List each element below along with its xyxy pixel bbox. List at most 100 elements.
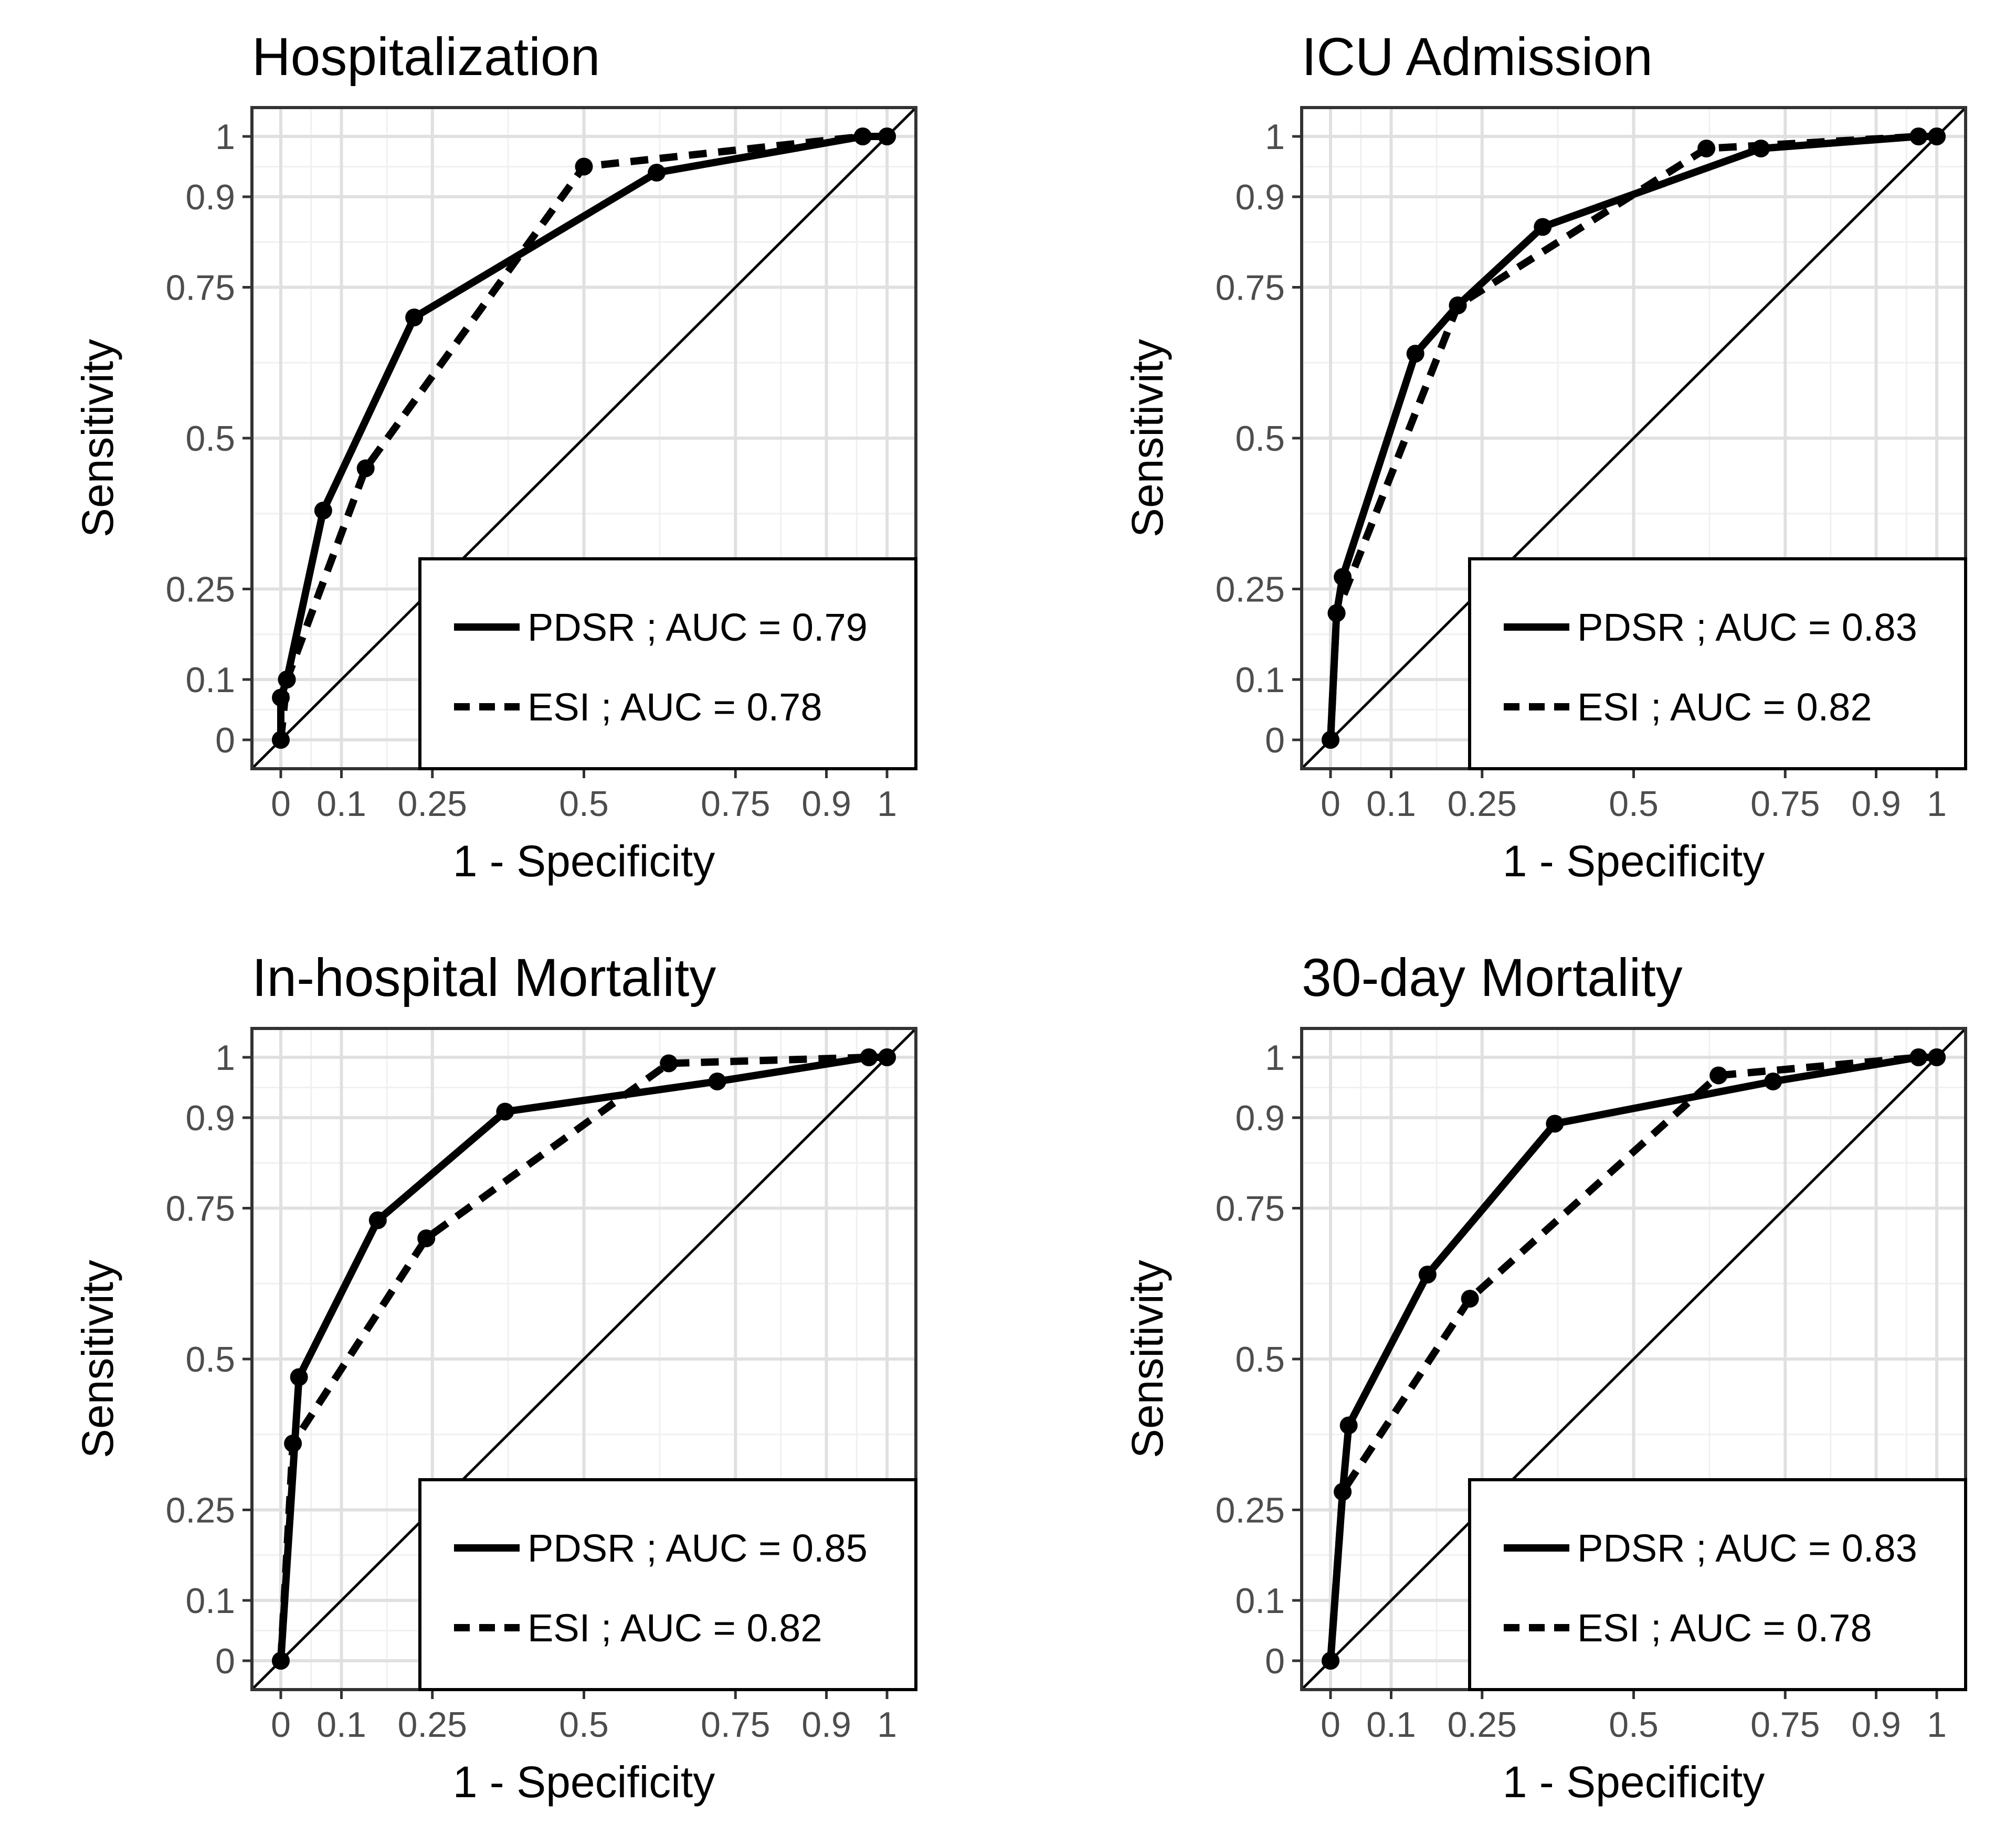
- data-point-pdsr: [278, 671, 296, 688]
- data-point-pdsr: [1546, 1115, 1564, 1133]
- legend-label-pdsr: PDSR ; AUC = 0.83: [1577, 1526, 1917, 1570]
- y-tick-label: 0.25: [166, 570, 235, 610]
- legend-box: [418, 557, 917, 770]
- data-point-pdsr: [860, 1048, 878, 1066]
- data-point-pdsr: [1418, 1266, 1437, 1283]
- y-tick-label: 0: [215, 1641, 235, 1681]
- data-point-esi: [575, 157, 593, 176]
- x-tick-label: 0: [1321, 1705, 1341, 1745]
- chart-title: 30-day Mortality: [1302, 948, 1683, 1007]
- y-tick-label: 0.5: [1235, 419, 1285, 459]
- x-tick-label: 0.5: [559, 784, 609, 824]
- legend-label-pdsr: PDSR ; AUC = 0.85: [527, 1526, 868, 1570]
- x-tick-label: 0: [271, 784, 291, 824]
- y-tick-label: 0.9: [1235, 177, 1285, 217]
- data-point-pdsr: [878, 128, 896, 145]
- y-tick-label: 1: [215, 117, 235, 157]
- data-point-pdsr: [1322, 1652, 1339, 1670]
- x-tick-label: 0.25: [1448, 784, 1517, 824]
- y-tick-label: 0.5: [185, 419, 235, 459]
- x-tick-label: 0.1: [316, 1705, 366, 1745]
- data-point-pdsr: [1909, 128, 1928, 145]
- data-point-esi: [1709, 1066, 1728, 1085]
- y-tick-label: 1: [1265, 1038, 1285, 1078]
- legend-label-pdsr: PDSR ; AUC = 0.79: [527, 606, 868, 649]
- series-line-esi: [1327, 1054, 1937, 1661]
- data-point-pdsr: [272, 731, 290, 749]
- y-tick-label: 0.75: [1216, 1189, 1285, 1229]
- data-point-pdsr: [405, 309, 424, 326]
- chart-title: ICU Admission: [1302, 27, 1653, 87]
- roc-panel: 0 0.1 0.25 0.5 0.75 0.9 1 0 0.1 0.25 0.5 0.75 0.9 1 Ho…: [73, 27, 917, 886]
- y-tick-label: 0.25: [1216, 1491, 1285, 1531]
- data-point-pdsr: [1752, 140, 1770, 157]
- data-point-pdsr: [1406, 345, 1424, 363]
- chance-diagonal-line: [1302, 108, 1966, 769]
- data-point-pdsr: [290, 1368, 308, 1386]
- chance-diagonal-line: [252, 108, 916, 769]
- legend-label-esi: ESI ; AUC = 0.78: [527, 685, 822, 729]
- legend-box: [418, 1478, 917, 1691]
- y-tick-label: 0.5: [1235, 1340, 1285, 1379]
- roc-panel: 0 0.1 0.25 0.5 0.75 0.9 1 0 0.1 0.25 0.5 0.75 0.9 1 In…: [73, 948, 917, 1807]
- x-tick-label: 0.25: [398, 784, 467, 824]
- data-point-pdsr: [314, 502, 332, 519]
- data-point-pdsr: [272, 1652, 290, 1670]
- chart-title: In-hospital Mortality: [252, 948, 716, 1007]
- y-tick-label: 0.1: [185, 1581, 235, 1621]
- data-point-pdsr: [1449, 296, 1467, 314]
- x-tick-label: 1: [877, 784, 897, 824]
- x-tick-label: 0.5: [1609, 1705, 1659, 1745]
- legend-label-pdsr: PDSR ; AUC = 0.83: [1577, 606, 1917, 649]
- y-tick-label: 1: [1265, 117, 1285, 157]
- x-tick-label: 0.25: [1448, 1705, 1517, 1745]
- y-tick-label: 0.25: [166, 1491, 235, 1531]
- y-tick-label: 1: [215, 1038, 235, 1078]
- x-tick-label: 0.9: [801, 1705, 851, 1745]
- legend-label-esi: ESI ; AUC = 0.82: [527, 1606, 822, 1650]
- data-point-esi: [417, 1229, 436, 1247]
- data-point-pdsr: [1322, 731, 1339, 749]
- data-point-esi: [356, 459, 375, 477]
- legend-box: [1468, 557, 1967, 770]
- x-tick-label: 0: [271, 1705, 291, 1745]
- chance-diagonal-line: [252, 1028, 916, 1690]
- x-tick-label: 0.5: [559, 1705, 609, 1745]
- data-point-pdsr: [648, 164, 666, 182]
- y-tick-label: 0.25: [1216, 570, 1285, 610]
- y-tick-label: 0.9: [185, 1098, 235, 1138]
- legend: PDSR ; AUC = 0.83 ESI ; AUC = 0.82: [1468, 557, 1967, 770]
- data-point-pdsr: [853, 128, 872, 145]
- x-tick-label: 0.75: [701, 1705, 770, 1745]
- data-point-esi: [660, 1054, 678, 1073]
- data-point-pdsr: [1764, 1073, 1782, 1090]
- x-tick-label: 0.75: [701, 784, 770, 824]
- x-tick-label: 0.1: [1366, 784, 1416, 824]
- data-point-pdsr: [496, 1102, 514, 1121]
- y-axis-title: Sensitivity: [73, 339, 122, 537]
- x-tick-label: 0.9: [1851, 784, 1901, 824]
- legend-label-esi: ESI ; AUC = 0.78: [1577, 1606, 1872, 1650]
- y-tick-label: 0: [1265, 1641, 1285, 1681]
- x-tick-label: 0: [1321, 784, 1341, 824]
- data-point-esi: [284, 1435, 302, 1452]
- legend: PDSR ; AUC = 0.85 ESI ; AUC = 0.82: [418, 1478, 917, 1691]
- legend-label-esi: ESI ; AUC = 0.82: [1577, 685, 1872, 729]
- data-point-pdsr: [878, 1048, 896, 1066]
- legend: PDSR ; AUC = 0.79 ESI ; AUC = 0.78: [418, 557, 917, 770]
- y-tick-label: 0.9: [185, 177, 235, 217]
- data-point-esi: [1697, 140, 1716, 157]
- x-tick-label: 1: [1927, 1705, 1947, 1745]
- x-tick-label: 1: [877, 1705, 897, 1745]
- data-point-pdsr: [1339, 1416, 1358, 1435]
- y-axis-title: Sensitivity: [73, 1260, 122, 1458]
- data-point-pdsr: [272, 688, 290, 707]
- data-point-pdsr: [1334, 1483, 1352, 1501]
- data-point-esi: [1461, 1290, 1479, 1308]
- data-point-pdsr: [1327, 604, 1346, 622]
- series-line-pdsr: [1327, 1054, 1937, 1661]
- x-tick-label: 0.75: [1750, 1705, 1820, 1745]
- x-tick-label: 0.1: [1366, 1705, 1416, 1745]
- y-tick-label: 0.75: [1216, 268, 1285, 308]
- x-tick-label: 0.9: [801, 784, 851, 824]
